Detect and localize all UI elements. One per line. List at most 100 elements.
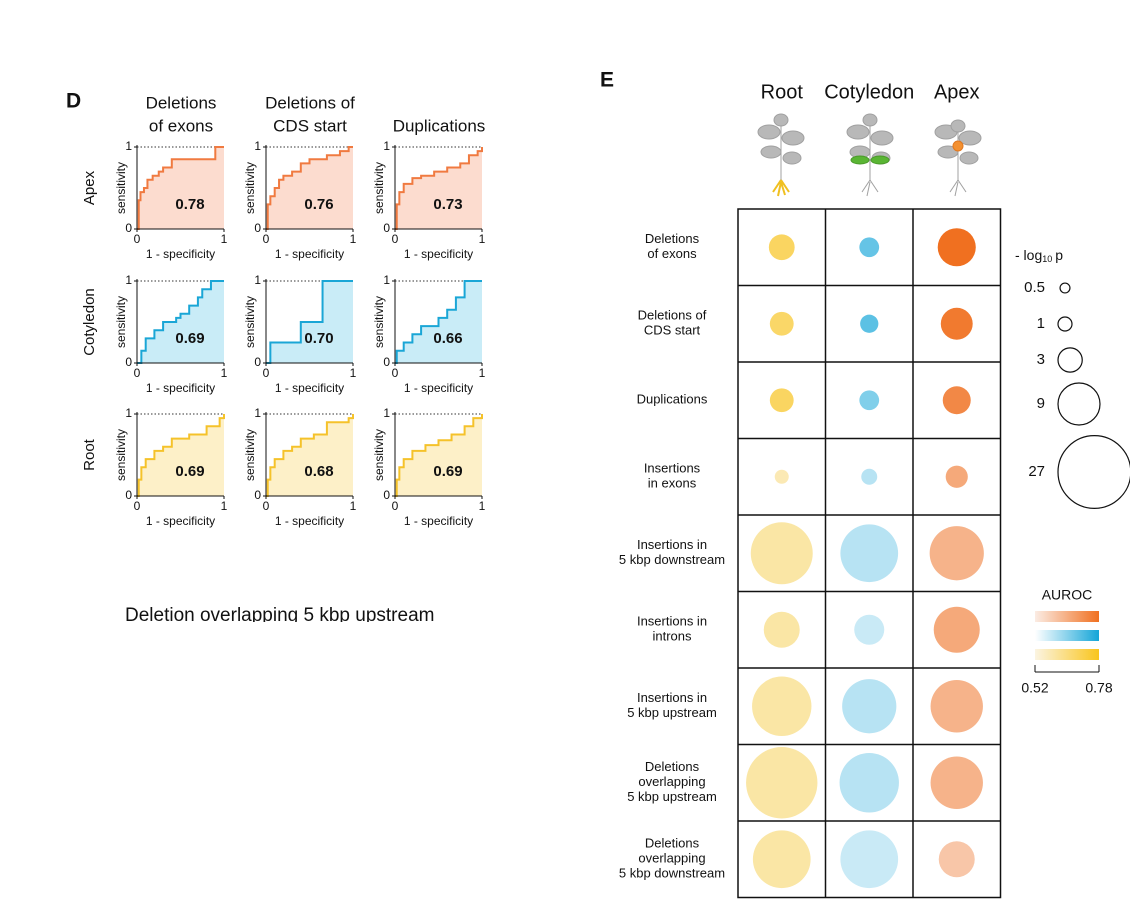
x-axis-label: 1 - specificity <box>146 381 215 395</box>
y-axis-label: sensitivity <box>372 162 386 214</box>
bubble <box>940 307 973 340</box>
auc-value: 0.78 <box>175 196 204 213</box>
roc-curve <box>395 147 483 230</box>
bubble <box>752 676 812 736</box>
y-tick-label: 0 <box>254 355 261 369</box>
y-axis-label: sensitivity <box>114 296 128 348</box>
bubble <box>842 679 897 734</box>
column-header: Deletions <box>146 93 217 112</box>
auc-value: 0.69 <box>433 463 462 480</box>
y-tick-label: 1 <box>254 273 261 287</box>
x-tick-label: 1 <box>350 499 357 513</box>
size-legend-circle <box>1059 282 1071 294</box>
plant-icons <box>757 113 982 197</box>
row-label: overlapping <box>638 774 705 789</box>
y-tick-label: 1 <box>383 139 390 153</box>
bubble <box>942 386 971 415</box>
size-legend-label: 27 <box>1028 463 1045 480</box>
size-legend-circle <box>1057 382 1101 426</box>
color-bar <box>1035 630 1099 641</box>
x-tick-label: 0 <box>263 366 270 380</box>
column-header: Deletions of <box>265 93 355 112</box>
y-tick-label: 0 <box>125 355 132 369</box>
size-legend-label: 1 <box>1037 315 1045 332</box>
x-axis-label: 1 - specificity <box>275 381 344 395</box>
row-label: Duplications <box>637 392 708 407</box>
column-header: Duplications <box>393 116 486 135</box>
bubble <box>752 830 811 889</box>
bubble <box>859 390 880 411</box>
x-tick-label: 1 <box>350 366 357 380</box>
row-label: Insertions in <box>637 614 707 629</box>
auc-value: 0.69 <box>175 330 204 347</box>
x-tick-label: 1 <box>221 232 228 246</box>
bubble <box>945 465 968 488</box>
matrix-frame <box>737 208 1002 899</box>
x-axis-label: 1 - specificity <box>275 247 344 261</box>
bubble <box>860 314 879 333</box>
x-tick-label: 0 <box>263 232 270 246</box>
row-label: Deletions <box>645 759 700 774</box>
bubble <box>763 611 800 648</box>
x-tick-label: 0 <box>134 232 141 246</box>
row-label: overlapping <box>638 851 705 866</box>
auc-value: 0.73 <box>433 196 462 213</box>
x-axis-label: 1 - specificity <box>275 514 344 528</box>
y-tick-label: 0 <box>125 221 132 235</box>
y-tick-label: 1 <box>125 406 132 420</box>
y-axis-label: sensitivity <box>243 296 257 348</box>
y-tick-label: 1 <box>125 139 132 153</box>
bubble <box>854 614 885 645</box>
row-label: Deletions of <box>638 308 707 323</box>
roc-curve <box>395 414 483 497</box>
x-tick-label: 0 <box>392 232 399 246</box>
color-bar <box>1035 611 1099 622</box>
row-label: Deletions <box>645 836 700 851</box>
bubble <box>859 237 880 258</box>
row-label: Insertions <box>644 461 701 476</box>
size-legend-circle <box>1057 347 1083 373</box>
y-axis-label: sensitivity <box>372 296 386 348</box>
row-label: Insertions in <box>637 690 707 705</box>
row-label: in exons <box>648 476 697 491</box>
bubble <box>839 753 899 813</box>
color-tick-label: 0.78 <box>1085 680 1112 696</box>
panel-label: D <box>66 90 81 113</box>
row-label: Insertions in <box>637 537 707 552</box>
bubble <box>930 680 983 733</box>
row-label: Cotyledon <box>81 288 98 356</box>
x-tick-label: 0 <box>134 499 141 513</box>
x-tick-label: 1 <box>350 232 357 246</box>
column-header: of exons <box>149 116 213 135</box>
bubble <box>768 234 795 261</box>
bubble <box>746 747 818 819</box>
roc-curve <box>266 414 354 497</box>
roc-curve <box>137 146 224 230</box>
roc-area <box>137 147 224 229</box>
size-legend-label: 3 <box>1037 351 1045 368</box>
color-bar <box>1035 649 1099 660</box>
column-header: Root <box>761 81 804 103</box>
y-axis-label: sensitivity <box>114 162 128 214</box>
roc-curve <box>395 280 482 364</box>
bubble <box>930 756 983 809</box>
legend-title-part: p <box>1055 247 1063 263</box>
column-header: Cotyledon <box>824 81 914 103</box>
bubble <box>861 468 878 485</box>
bubble <box>840 524 899 583</box>
size-legend-label: 9 <box>1037 395 1045 412</box>
row-label: 5 kbp downstream <box>619 866 725 881</box>
size-legend-title: - log10 p <box>1015 247 1063 265</box>
row-label: of exons <box>647 246 697 261</box>
y-tick-label: 1 <box>383 406 390 420</box>
y-tick-label: 0 <box>125 488 132 502</box>
x-tick-label: 1 <box>221 366 228 380</box>
y-tick-label: 0 <box>383 488 390 502</box>
row-label: Root <box>81 438 98 471</box>
size-legend-circle <box>1057 316 1073 332</box>
roc-area <box>266 147 353 229</box>
x-axis-label: 1 - specificity <box>404 247 473 261</box>
bubble <box>774 469 789 484</box>
x-tick-label: 1 <box>479 366 486 380</box>
